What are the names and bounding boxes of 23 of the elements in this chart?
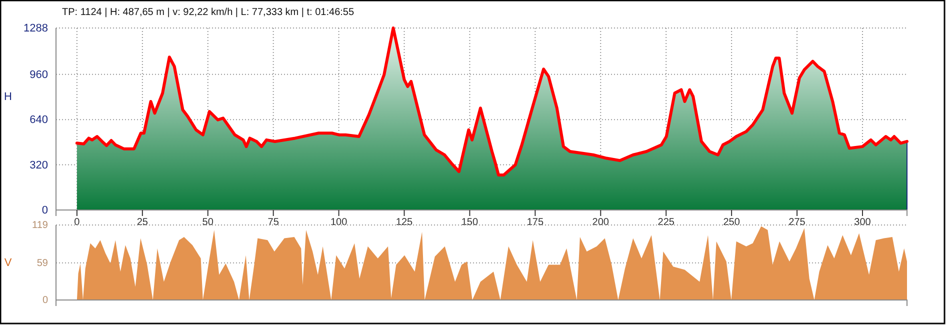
x-tick-label: 0	[74, 217, 80, 228]
y-tick-label: 119	[32, 220, 48, 232]
y-tick-label: 1288	[24, 22, 48, 35]
y-tick-label: 320	[30, 159, 48, 172]
y-tick-label: 640	[30, 114, 48, 126]
x-tick-label: 50	[202, 217, 214, 228]
x-tick-label: 25	[136, 217, 148, 228]
x-tick-label: 300	[854, 217, 872, 228]
y-axis-title: V	[4, 257, 12, 269]
y-tick-label: 0	[42, 204, 48, 217]
x-tick-label: 100	[330, 217, 348, 228]
x-tick-label: 75	[268, 217, 280, 228]
x-tick-label: 125	[396, 217, 414, 228]
y-axis-title: H	[4, 91, 12, 103]
x-tick-label: 275	[788, 217, 806, 228]
x-tick-label: 150	[461, 217, 478, 228]
x-tick-label: 250	[723, 217, 740, 228]
x-tick-label: 175	[526, 217, 544, 228]
x-tick-label: 200	[592, 217, 610, 228]
y-tick-label: 0	[42, 295, 48, 306]
y-tick-label: 59	[36, 258, 48, 270]
y-tick-label: 960	[30, 68, 48, 81]
chart-title: TP: 1124 | H: 487,65 m | v: 92,22 km/h | L: 77,333 km | t: 01:46:55	[62, 7, 354, 18]
